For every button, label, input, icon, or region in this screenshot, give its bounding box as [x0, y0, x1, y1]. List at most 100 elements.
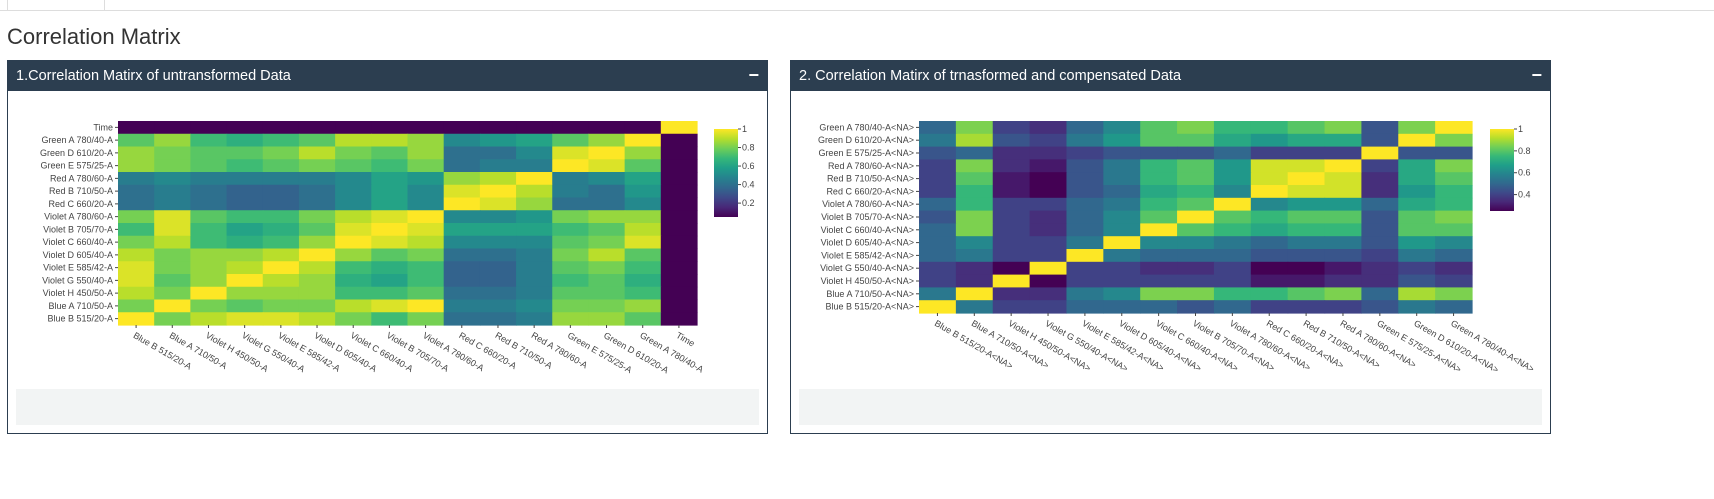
heatmap-cell[interactable]: [154, 223, 191, 237]
heatmap-cell[interactable]: [660, 146, 698, 160]
heatmap-cell[interactable]: [118, 286, 155, 301]
heatmap-cell[interactable]: [226, 274, 264, 288]
heatmap-cell[interactable]: [588, 286, 626, 301]
heatmap-cell[interactable]: [1398, 133, 1436, 148]
heatmap-cell[interactable]: [1140, 249, 1178, 263]
heatmap-cell[interactable]: [1140, 223, 1178, 237]
heatmap-cell[interactable]: [154, 172, 191, 186]
heatmap-cell[interactable]: [516, 133, 553, 148]
heatmap-cell[interactable]: [1287, 146, 1326, 160]
heatmap-cell[interactable]: [371, 274, 409, 288]
heatmap-cell[interactable]: [298, 223, 336, 237]
heatmap-cell[interactable]: [407, 235, 445, 250]
heatmap-cell[interactable]: [955, 210, 994, 224]
heatmap-cell[interactable]: [624, 235, 662, 250]
heatmap-cell[interactable]: [443, 184, 481, 199]
heatmap-cell[interactable]: [298, 248, 336, 262]
tab-active[interactable]: [7, 0, 105, 10]
heatmap-cell[interactable]: [588, 146, 626, 160]
heatmap-cell[interactable]: [262, 197, 300, 211]
heatmap-cell[interactable]: [479, 210, 517, 224]
heatmap-cell[interactable]: [552, 261, 590, 275]
heatmap-cell[interactable]: [154, 248, 191, 262]
heatmap-cell[interactable]: [1103, 300, 1141, 314]
heatmap-cell[interactable]: [335, 312, 372, 326]
heatmap-cell[interactable]: [1361, 261, 1399, 276]
heatmap-cell[interactable]: [1287, 274, 1326, 288]
heatmap-cell[interactable]: [624, 274, 662, 288]
heatmap-cell[interactable]: [371, 299, 409, 313]
heatmap-cell[interactable]: [1435, 261, 1473, 276]
heatmap-cell[interactable]: [154, 210, 191, 224]
heatmap-cell[interactable]: [919, 133, 957, 148]
heatmap-cell[interactable]: [1361, 159, 1399, 173]
heatmap-cell[interactable]: [1287, 197, 1326, 212]
heatmap-cell[interactable]: [1361, 236, 1399, 250]
heatmap-cell[interactable]: [1029, 185, 1068, 199]
heatmap-cell[interactable]: [335, 248, 372, 262]
heatmap-cell[interactable]: [1213, 249, 1252, 263]
heatmap-cell[interactable]: [1066, 261, 1104, 276]
heatmap-cell[interactable]: [298, 146, 336, 160]
heatmap-cell[interactable]: [1287, 159, 1326, 173]
heatmap-cell[interactable]: [1287, 133, 1326, 148]
heatmap-cell[interactable]: [1140, 261, 1178, 276]
heatmap-cell[interactable]: [226, 235, 264, 250]
heatmap-cell[interactable]: [552, 299, 590, 313]
heatmap-cell[interactable]: [298, 312, 336, 326]
heatmap-cell[interactable]: [919, 223, 957, 237]
heatmap-cell[interactable]: [1361, 249, 1399, 263]
heatmap-cell[interactable]: [479, 274, 517, 288]
heatmap-cell[interactable]: [588, 312, 626, 326]
heatmap-cell[interactable]: [1250, 236, 1289, 250]
heatmap-cell[interactable]: [919, 185, 957, 199]
heatmap-cell[interactable]: [190, 235, 228, 250]
heatmap-cell[interactable]: [1029, 287, 1068, 301]
heatmap-cell[interactable]: [1324, 146, 1362, 160]
heatmap-cell[interactable]: [992, 210, 1031, 224]
heatmap-cell[interactable]: [1103, 172, 1141, 186]
heatmap-cell[interactable]: [118, 312, 155, 326]
heatmap-cell[interactable]: [479, 121, 517, 135]
heatmap-cell[interactable]: [371, 133, 409, 148]
heatmap-cell[interactable]: [407, 121, 445, 135]
heatmap-cell[interactable]: [479, 184, 517, 199]
heatmap-cell[interactable]: [1177, 261, 1215, 276]
heatmap-cell[interactable]: [1398, 159, 1436, 173]
collapse-button[interactable]: −: [748, 65, 759, 85]
heatmap-cell[interactable]: [955, 236, 994, 250]
heatmap-cell[interactable]: [1177, 274, 1215, 288]
heatmap-cell[interactable]: [1287, 185, 1326, 199]
heatmap-cell[interactable]: [118, 172, 155, 186]
heatmap-cell[interactable]: [660, 248, 698, 262]
heatmap-cell[interactable]: [992, 159, 1031, 173]
heatmap-cell[interactable]: [443, 248, 481, 262]
heatmap-cell[interactable]: [552, 121, 590, 135]
heatmap-cell[interactable]: [1361, 197, 1399, 212]
heatmap-cell[interactable]: [552, 235, 590, 250]
heatmap-cell[interactable]: [552, 133, 590, 148]
heatmap-cell[interactable]: [624, 210, 662, 224]
heatmap-cell[interactable]: [660, 274, 698, 288]
heatmap-cell[interactable]: [1103, 197, 1141, 212]
heatmap-cell[interactable]: [298, 286, 336, 301]
heatmap-cell[interactable]: [1435, 300, 1473, 314]
heatmap-cell[interactable]: [1250, 197, 1289, 212]
heatmap-cell[interactable]: [371, 146, 409, 160]
heatmap-cell[interactable]: [1435, 210, 1473, 224]
heatmap-cell[interactable]: [1103, 261, 1141, 276]
heatmap-cell[interactable]: [660, 261, 698, 275]
heatmap-cell[interactable]: [371, 172, 409, 186]
heatmap-cell[interactable]: [335, 184, 372, 199]
heatmap-cell[interactable]: [1398, 261, 1436, 276]
heatmap-cell[interactable]: [262, 235, 300, 250]
heatmap-cell[interactable]: [226, 159, 264, 173]
heatmap-cell[interactable]: [624, 286, 662, 301]
heatmap-cell[interactable]: [335, 146, 372, 160]
heatmap-cell[interactable]: [1435, 236, 1473, 250]
heatmap-cell[interactable]: [1435, 159, 1473, 173]
heatmap-cell[interactable]: [1066, 159, 1104, 173]
heatmap-cell[interactable]: [588, 197, 626, 211]
heatmap-cell[interactable]: [1361, 287, 1399, 301]
heatmap-cell[interactable]: [443, 274, 481, 288]
